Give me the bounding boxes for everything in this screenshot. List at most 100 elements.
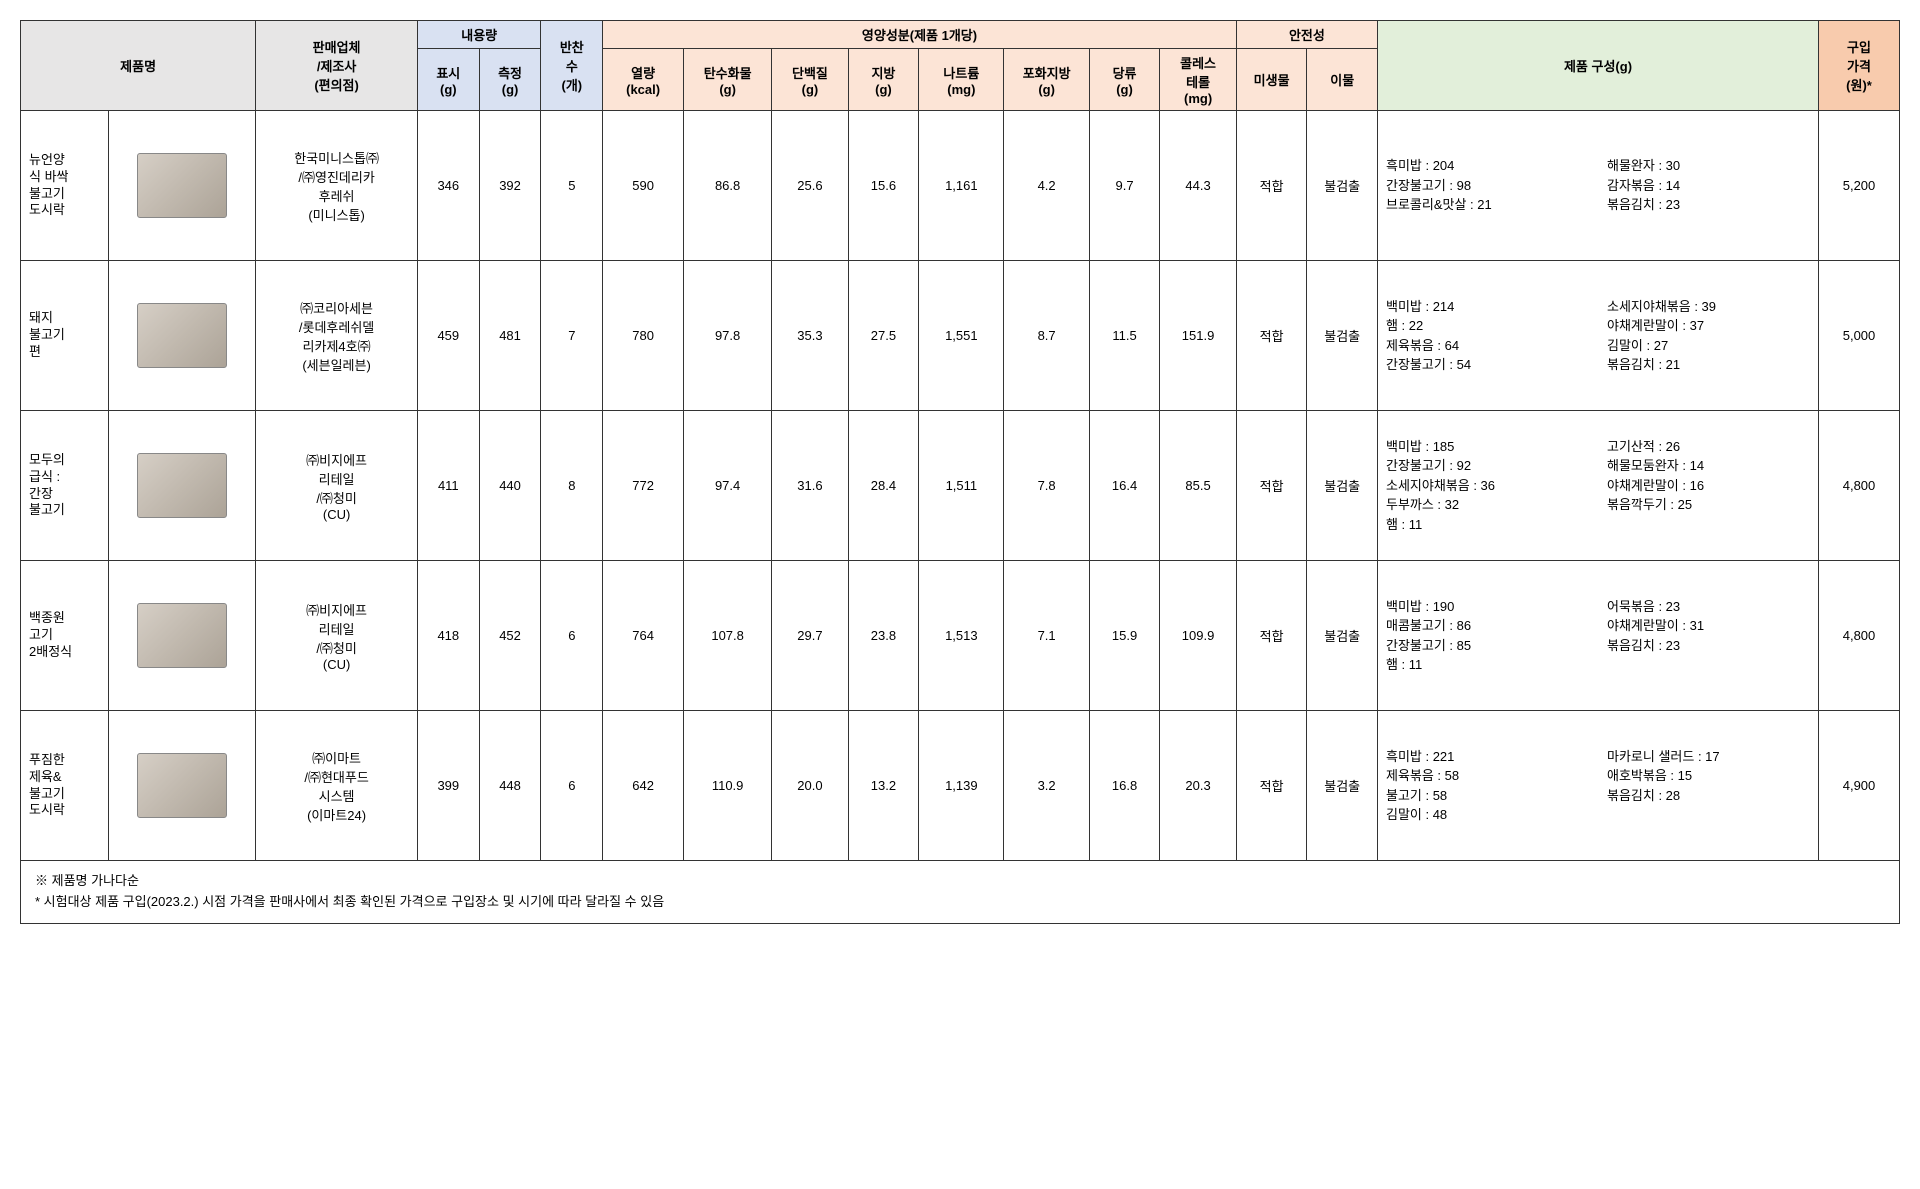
price: 5,200 [1819, 111, 1900, 261]
table-row: 백종원고기2배정식 ㈜비지에프리테일/㈜청미(CU)4184526764107.8… [21, 561, 1900, 711]
calorie: 772 [603, 411, 684, 561]
side-count: 6 [541, 711, 603, 861]
composition: 흑미밥 : 221제육볶음 : 58불고기 : 58김말이 : 48마카로니 샐… [1377, 711, 1818, 861]
product-name: 푸짐한제육&불고기도시락 [21, 711, 109, 861]
microbe: 적합 [1236, 111, 1307, 261]
satfat: 3.2 [1004, 711, 1089, 861]
hdr-na: 나트륨(mg) [919, 49, 1004, 111]
hdr-content: 내용량 [417, 21, 541, 49]
microbe: 적합 [1236, 711, 1307, 861]
protein: 29.7 [772, 561, 848, 711]
side-count: 7 [541, 261, 603, 411]
product-photo [137, 603, 227, 668]
hdr-chol: 콜레스테롤(mg) [1160, 49, 1237, 111]
table-body: 뉴언양식 바싹불고기도시락한국미니스톱㈜/㈜영진데리카후레쉬(미니스톱)3463… [21, 111, 1900, 861]
hdr-micro: 미생물 [1236, 49, 1307, 111]
composition-right: 고기산적 : 26해물모둠완자 : 14야채계란말이 : 16볶음깍두기 : 2… [1607, 437, 1810, 535]
price: 4,800 [1819, 411, 1900, 561]
measured-weight: 448 [479, 711, 541, 861]
fat: 23.8 [848, 561, 919, 711]
composition: 백미밥 : 214햄 : 22제육볶음 : 64간장불고기 : 54소세지야채볶… [1377, 261, 1818, 411]
protein: 35.3 [772, 261, 848, 411]
carb: 86.8 [684, 111, 772, 261]
product-image [109, 561, 256, 711]
product-name: 돼지불고기편 [21, 261, 109, 411]
measured-weight: 392 [479, 111, 541, 261]
side-count: 6 [541, 561, 603, 711]
side-count: 5 [541, 111, 603, 261]
sugar: 9.7 [1089, 111, 1160, 261]
protein: 31.6 [772, 411, 848, 561]
composition: 백미밥 : 190매콤불고기 : 86간장불고기 : 85햄 : 11어묵볶음 … [1377, 561, 1818, 711]
hdr-nutrition: 영양성분(제품 1개당) [603, 21, 1237, 49]
foreign-matter: 불검출 [1307, 111, 1378, 261]
seller-cell: ㈜코리아세븐/롯데후레쉬델리카제4호㈜(세븐일레븐) [256, 261, 418, 411]
product-photo [137, 153, 227, 218]
fat: 28.4 [848, 411, 919, 561]
carb: 110.9 [684, 711, 772, 861]
price: 4,900 [1819, 711, 1900, 861]
microbe: 적합 [1236, 561, 1307, 711]
calorie: 642 [603, 711, 684, 861]
calorie: 590 [603, 111, 684, 261]
microbe: 적합 [1236, 411, 1307, 561]
measured-weight: 452 [479, 561, 541, 711]
sugar: 11.5 [1089, 261, 1160, 411]
hdr-sfat: 포화지방(g) [1004, 49, 1089, 111]
fat: 15.6 [848, 111, 919, 261]
hdr-prot: 단백질(g) [772, 49, 848, 111]
fat: 27.5 [848, 261, 919, 411]
calorie: 780 [603, 261, 684, 411]
cholesterol: 109.9 [1160, 561, 1237, 711]
product-table: 제품명 판매업체/제조사(편의점) 내용량 반찬수(개) 영양성분(제품 1개당… [20, 20, 1900, 924]
labeled-weight: 418 [417, 561, 479, 711]
product-name: 뉴언양식 바싹불고기도시락 [21, 111, 109, 261]
calorie: 764 [603, 561, 684, 711]
sodium: 1,161 [919, 111, 1004, 261]
hdr-foreign: 이물 [1307, 49, 1378, 111]
cholesterol: 44.3 [1160, 111, 1237, 261]
sugar: 16.8 [1089, 711, 1160, 861]
sugar: 16.4 [1089, 411, 1160, 561]
side-count: 8 [541, 411, 603, 561]
composition-right: 소세지야채볶음 : 39야채계란말이 : 37김말이 : 27볶음김치 : 21 [1607, 297, 1810, 375]
composition: 흑미밥 : 204간장불고기 : 98브로콜리&맛살 : 21해물완자 : 30… [1377, 111, 1818, 261]
product-image [109, 411, 256, 561]
sodium: 1,139 [919, 711, 1004, 861]
sodium: 1,511 [919, 411, 1004, 561]
foreign-matter: 불검출 [1307, 411, 1378, 561]
seller-cell: 한국미니스톱㈜/㈜영진데리카후레쉬(미니스톱) [256, 111, 418, 261]
product-image [109, 711, 256, 861]
cholesterol: 20.3 [1160, 711, 1237, 861]
measured-weight: 440 [479, 411, 541, 561]
seller-cell: ㈜비지에프리테일/㈜청미(CU) [256, 411, 418, 561]
product-name: 백종원고기2배정식 [21, 561, 109, 711]
hdr-fat: 지방(g) [848, 49, 919, 111]
carb: 107.8 [684, 561, 772, 711]
footnote-1: ※ 제품명 가나다순 [35, 871, 1885, 892]
microbe: 적합 [1236, 261, 1307, 411]
composition-right: 어묵볶음 : 23야채계란말이 : 31볶음김치 : 23 [1607, 597, 1810, 675]
labeled-weight: 346 [417, 111, 479, 261]
carb: 97.4 [684, 411, 772, 561]
price: 5,000 [1819, 261, 1900, 411]
composition-left: 흑미밥 : 204간장불고기 : 98브로콜리&맛살 : 21 [1386, 156, 1589, 215]
hdr-sugar: 당류(g) [1089, 49, 1160, 111]
measured-weight: 481 [479, 261, 541, 411]
satfat: 8.7 [1004, 261, 1089, 411]
product-image [109, 111, 256, 261]
table-row: 돼지불고기편㈜코리아세븐/롯데후레쉬델리카제4호㈜(세븐일레븐)45948177… [21, 261, 1900, 411]
footnote-row: ※ 제품명 가나다순 * 시험대상 제품 구입(2023.2.) 시점 가격을 … [21, 861, 1900, 924]
fat: 13.2 [848, 711, 919, 861]
foreign-matter: 불검출 [1307, 711, 1378, 861]
hdr-sidecount: 반찬수(개) [541, 21, 603, 111]
product-photo [137, 303, 227, 368]
product-image [109, 261, 256, 411]
sodium: 1,551 [919, 261, 1004, 411]
hdr-seller: 판매업체/제조사(편의점) [256, 21, 418, 111]
satfat: 4.2 [1004, 111, 1089, 261]
composition-left: 백미밥 : 190매콤불고기 : 86간장불고기 : 85햄 : 11 [1386, 597, 1589, 675]
seller-cell: ㈜비지에프리테일/㈜청미(CU) [256, 561, 418, 711]
labeled-weight: 411 [417, 411, 479, 561]
footnote-2: * 시험대상 제품 구입(2023.2.) 시점 가격을 판매사에서 최종 확인… [35, 892, 1885, 913]
